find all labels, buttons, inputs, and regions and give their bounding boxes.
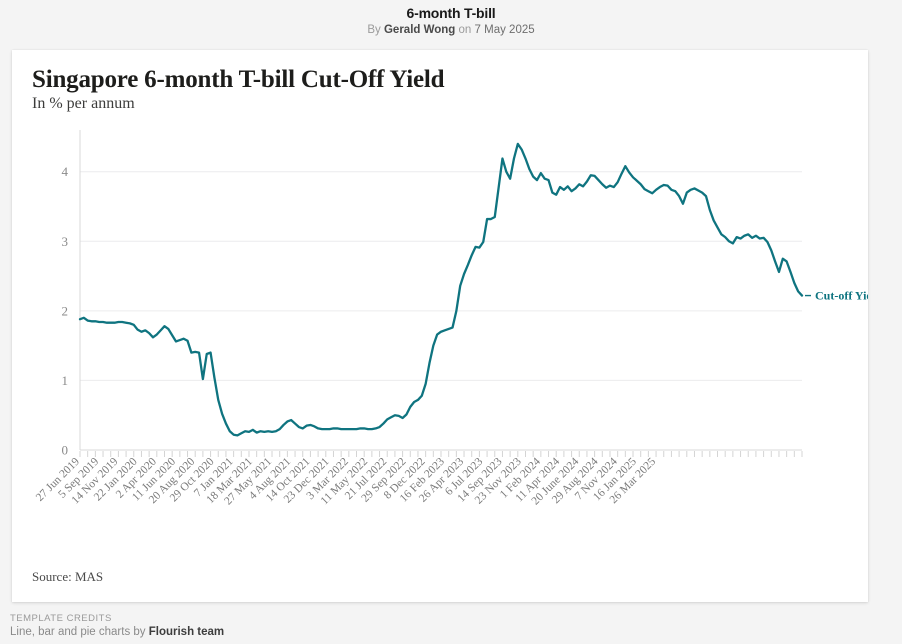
byline-date: 7 May 2025 [474,24,535,36]
credits-team-link[interactable]: Flourish team [148,626,225,638]
chart-subtitle: In % per annum [32,95,135,112]
chart-card: Singapore 6-month T-bill Cut-Off Yield I… [12,50,868,602]
chart-title: Singapore 6-month T-bill Cut-Off Yield [32,66,445,93]
page-byline: By Gerald Wong on 7 May 2025 [0,23,902,38]
template-credits: TEMPLATE CREDITS Line, bar and pie chart… [10,612,224,640]
page-title: 6-month T-bill [406,5,496,21]
credits-label: TEMPLATE CREDITS [10,613,112,624]
page-header: 6-month T-bill By Gerald Wong on 7 May 2… [0,0,902,38]
y-axis-tick-label: 1 [62,373,69,388]
credits-text: Line, bar and pie charts by Flourish tea… [10,625,224,640]
byline-mid: on [455,24,475,36]
series-line-cut-off-yield[interactable] [78,142,804,437]
chart-plot-area: 0 1 2 3 4 27 Jun 2019 5 Sep 2019 14 Nov 2019 22 … [12,118,868,568]
series-label-cut-off-yield: Cut-off Yield [815,289,868,303]
y-axis-tick-label: 2 [62,303,69,318]
byline-prefix: By [367,24,384,36]
chart-source: Source: MAS [32,569,104,584]
y-axis-tick-label: 0 [62,443,69,458]
y-axis-tick-label: 3 [62,234,69,249]
y-axis-tick-label: 4 [62,164,69,179]
byline-author: Gerald Wong [383,24,456,36]
credits-prefix: Line, bar and pie charts by [10,626,149,638]
